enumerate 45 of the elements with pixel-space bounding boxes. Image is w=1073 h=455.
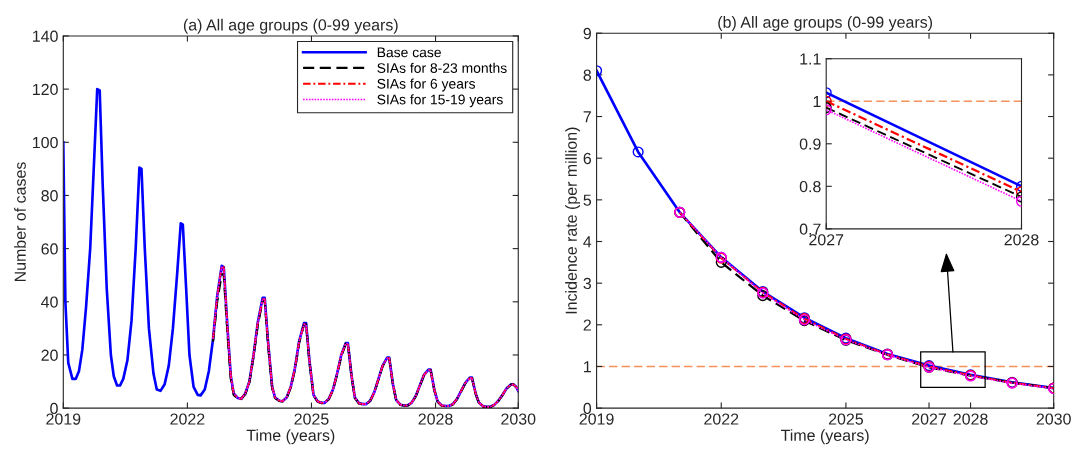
legend-label: SIAs for 6 years (377, 78, 475, 92)
x-tick-label: 2027 (912, 413, 946, 425)
chart-title: (a) All age groups (0-99 years) (183, 18, 398, 34)
y-tick-label: 20 (41, 349, 58, 361)
x-tick-label: 2027 (809, 234, 844, 246)
y-tick-label: 0 (50, 402, 58, 415)
x-axis-title: Time (years) (246, 429, 335, 445)
y-tick-label: 0.9 (799, 138, 821, 150)
x-tick-label: 2030 (501, 413, 536, 425)
x-tick-label: 2022 (170, 413, 205, 425)
y-tick-label: 5 (583, 194, 592, 206)
y-tick-label: 2 (583, 319, 591, 331)
y-tick-label: 7 (583, 111, 591, 123)
y-tick-label: 3 (583, 277, 592, 290)
y-tick-label: 80 (41, 190, 58, 202)
y-axis-title: Incidence rate (per million) (565, 127, 581, 314)
x-tick-label: 2028 (953, 413, 988, 425)
legend-label: SIAs for 15-19 years (377, 94, 503, 108)
y-tick-label: 8 (583, 69, 592, 81)
y-tick-label: 6 (583, 152, 592, 165)
x-tick-label: 2028 (1004, 234, 1039, 246)
x-tick-label: 2025 (294, 413, 329, 425)
y-tick-label: 0.7 (799, 223, 821, 235)
x-axis-title: Time (years) (780, 429, 869, 445)
x-tick-label: 2028 (418, 413, 453, 425)
y-tick-label: 60 (41, 243, 58, 255)
y-tick-label: 100 (33, 136, 58, 149)
y-tick-label: 4 (583, 236, 592, 248)
y-tick-label: 1 (584, 361, 591, 373)
y-tick-label: 120 (33, 83, 58, 96)
x-tick-label: 2019 (579, 413, 614, 425)
y-tick-label: 1 (813, 96, 821, 108)
legend-label: Base case (377, 47, 441, 58)
y-tick-label: 9 (583, 27, 591, 40)
x-tick-label: 2025 (828, 413, 864, 425)
legend-label: SIAs for 8-23 months (377, 62, 507, 73)
chart-title: (b) All age groups (0-99 years) (718, 16, 933, 31)
x-tick-label: 2022 (704, 413, 739, 425)
y-tick-label: 1.1 (800, 53, 821, 65)
y-tick-label: 0.8 (799, 180, 821, 193)
x-tick-label: 2019 (46, 413, 81, 425)
y-axis-title: Number of cases (14, 162, 26, 282)
y-tick-label: 140 (33, 30, 58, 42)
y-tick-label: 40 (41, 296, 58, 308)
x-tick-label: 2030 (1036, 413, 1071, 425)
